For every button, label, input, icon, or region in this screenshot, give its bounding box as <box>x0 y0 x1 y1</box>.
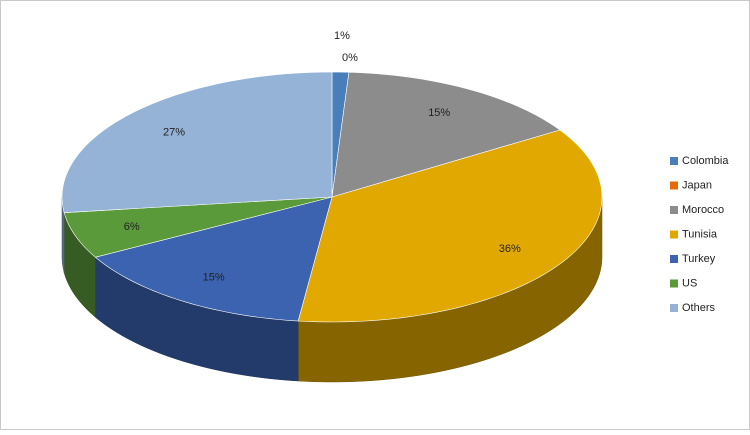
pie-slice <box>331 71 561 198</box>
legend-swatch <box>670 157 678 165</box>
legend-swatch <box>670 279 678 288</box>
data-label: 6% <box>124 221 140 233</box>
legend-label: Tunisia <box>682 228 718 240</box>
legend-label: Turkey <box>682 253 716 265</box>
pie-slice <box>94 196 333 322</box>
data-label: 1% <box>334 30 350 42</box>
data-label: 36% <box>499 243 521 255</box>
legend-swatch <box>670 304 678 312</box>
legend-label: Others <box>682 302 716 314</box>
legend-swatch <box>670 255 678 263</box>
pie-slice <box>61 71 333 213</box>
legend-label: Colombia <box>682 155 729 167</box>
pie-slice <box>63 196 333 258</box>
legend-swatch <box>670 230 678 239</box>
legend-swatch <box>670 206 678 214</box>
data-label: 15% <box>428 107 450 119</box>
pie-slice <box>297 129 603 323</box>
data-label: 0% <box>342 52 358 64</box>
data-label: 27% <box>163 126 185 138</box>
legend-swatch <box>670 181 678 190</box>
legend-label: Japan <box>682 179 712 191</box>
data-label: 15% <box>203 272 225 284</box>
legend-label: Morocco <box>682 204 724 216</box>
legend-label: US <box>682 277 697 289</box>
